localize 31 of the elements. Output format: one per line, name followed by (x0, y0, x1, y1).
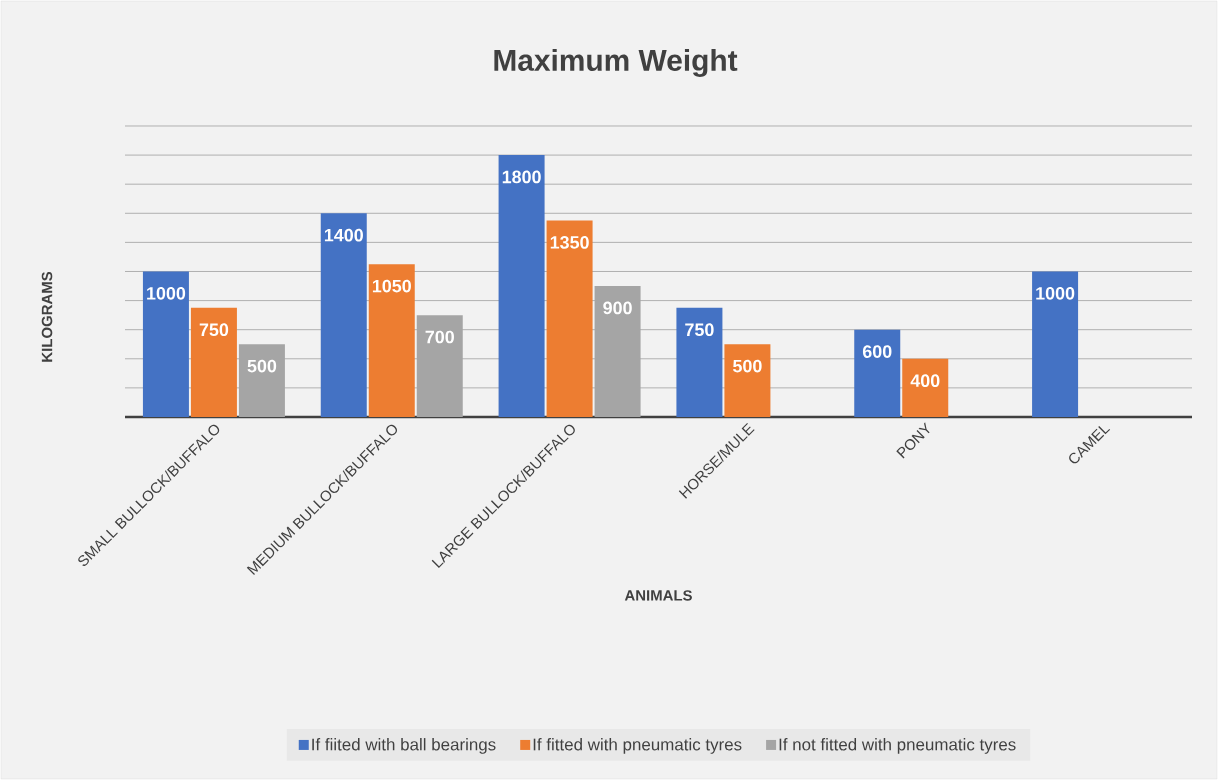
data-label: 700 (425, 330, 454, 344)
bar (676, 307, 723, 417)
chart-title: Maximum Weight (494, 48, 738, 77)
data-label: 1800 (502, 170, 541, 184)
bar (902, 358, 949, 417)
data-label: 1050 (372, 279, 411, 293)
data-label: 1350 (550, 236, 589, 249)
bar (546, 220, 593, 417)
legend-label: If fitted with pneumatic tyres (533, 738, 742, 754)
bar (498, 155, 545, 417)
bar (142, 271, 189, 417)
data-label: 600 (862, 345, 892, 358)
data-label: 500 (733, 359, 762, 373)
data-label: 500 (247, 359, 277, 373)
data-label: 750 (199, 323, 229, 337)
bar (320, 213, 367, 417)
data-label: 1400 (324, 228, 363, 242)
data-label: 1000 (1036, 287, 1075, 300)
bar (368, 264, 415, 417)
data-label: 1000 (147, 287, 186, 300)
bar (190, 307, 237, 417)
legend-label: If not fitted with pneumatic tyres (779, 738, 1016, 754)
x-axis-title: ANIMALS (624, 590, 692, 601)
data-label: 400 (910, 374, 940, 387)
legend-label: If fiited with ball bearings (312, 738, 496, 754)
bar (724, 344, 771, 417)
y-axis-title: KILOGRAMS (41, 271, 53, 362)
data-label: 900 (603, 301, 632, 315)
bar (1032, 271, 1079, 417)
bar (854, 329, 901, 417)
data-label: 750 (685, 323, 714, 337)
